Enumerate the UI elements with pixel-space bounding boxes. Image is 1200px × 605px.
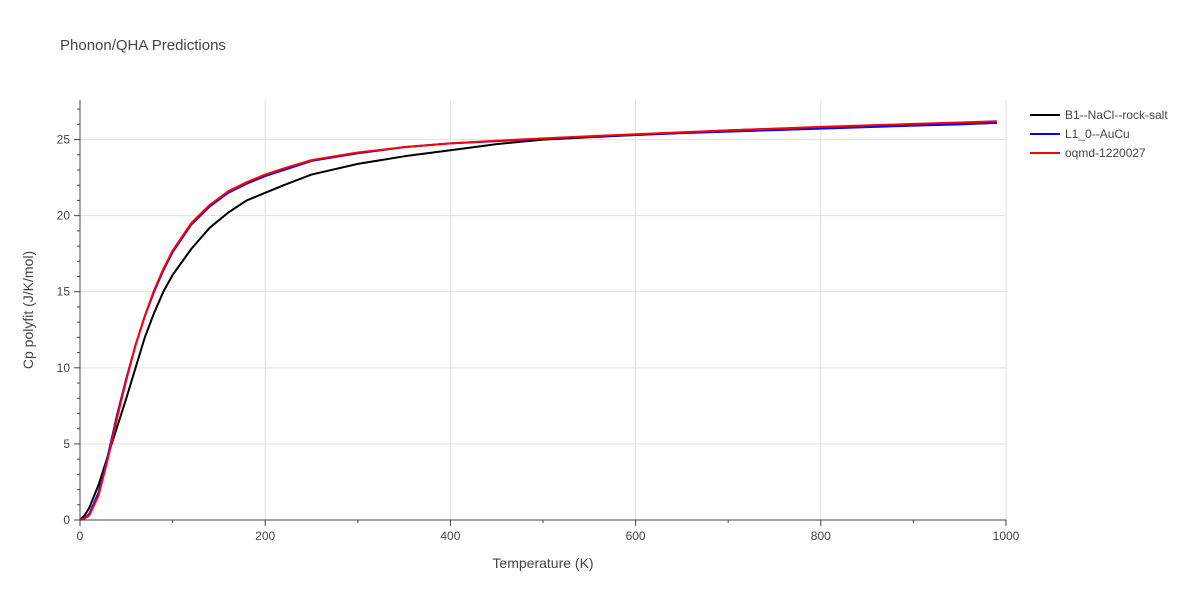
legend-label: L1_0--AuCu — [1065, 127, 1130, 141]
x-axis-title: Temperature (K) — [492, 555, 593, 571]
legend-label: oqmd-1220027 — [1065, 146, 1146, 160]
x-tick-label: 600 — [626, 529, 646, 543]
legend-item[interactable]: oqmd-1220027 — [1030, 146, 1146, 160]
y-tick-label: 0 — [63, 513, 70, 527]
series-line — [79, 120, 997, 521]
grid-layer — [80, 100, 1007, 520]
chart-title: Phonon/QHA Predictions — [60, 37, 226, 54]
series-line — [79, 121, 997, 521]
x-tick-label: 800 — [811, 529, 831, 543]
legend-item[interactable]: B1--NaCl--rock-salt — [1030, 108, 1168, 122]
y-tick-label: 5 — [63, 437, 70, 451]
y-axis-title: Cp polyfit (J/K/mol) — [20, 251, 36, 369]
series-layer — [79, 120, 997, 521]
x-tick-label: 0 — [77, 529, 84, 543]
x-tick-label: 200 — [255, 529, 275, 543]
x-tick-label: 1000 — [993, 529, 1020, 543]
axis-layer: 0 200 400 600 800 1000 0 5 10 15 20 25 — [57, 100, 1020, 543]
y-tick-label: 25 — [57, 133, 71, 147]
y-tick-label: 10 — [57, 361, 71, 375]
legend-label: B1--NaCl--rock-salt — [1065, 108, 1168, 122]
series-line — [79, 121, 997, 521]
y-tick-label: 15 — [57, 285, 71, 299]
legend[interactable]: B1--NaCl--rock-salt L1_0--AuCu oqmd-122002… — [1030, 108, 1168, 160]
legend-item[interactable]: L1_0--AuCu — [1030, 127, 1130, 141]
y-tick-label: 20 — [57, 209, 71, 223]
x-tick-label: 400 — [440, 529, 460, 543]
